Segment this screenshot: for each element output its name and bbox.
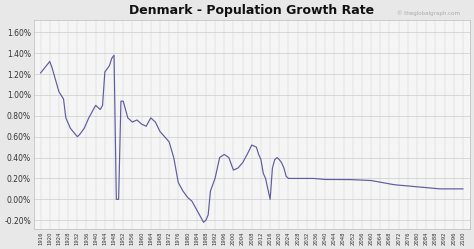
Title: Denmark - Population Growth Rate: Denmark - Population Growth Rate	[129, 4, 374, 17]
Text: © theglobalgraph.com: © theglobalgraph.com	[397, 10, 460, 16]
